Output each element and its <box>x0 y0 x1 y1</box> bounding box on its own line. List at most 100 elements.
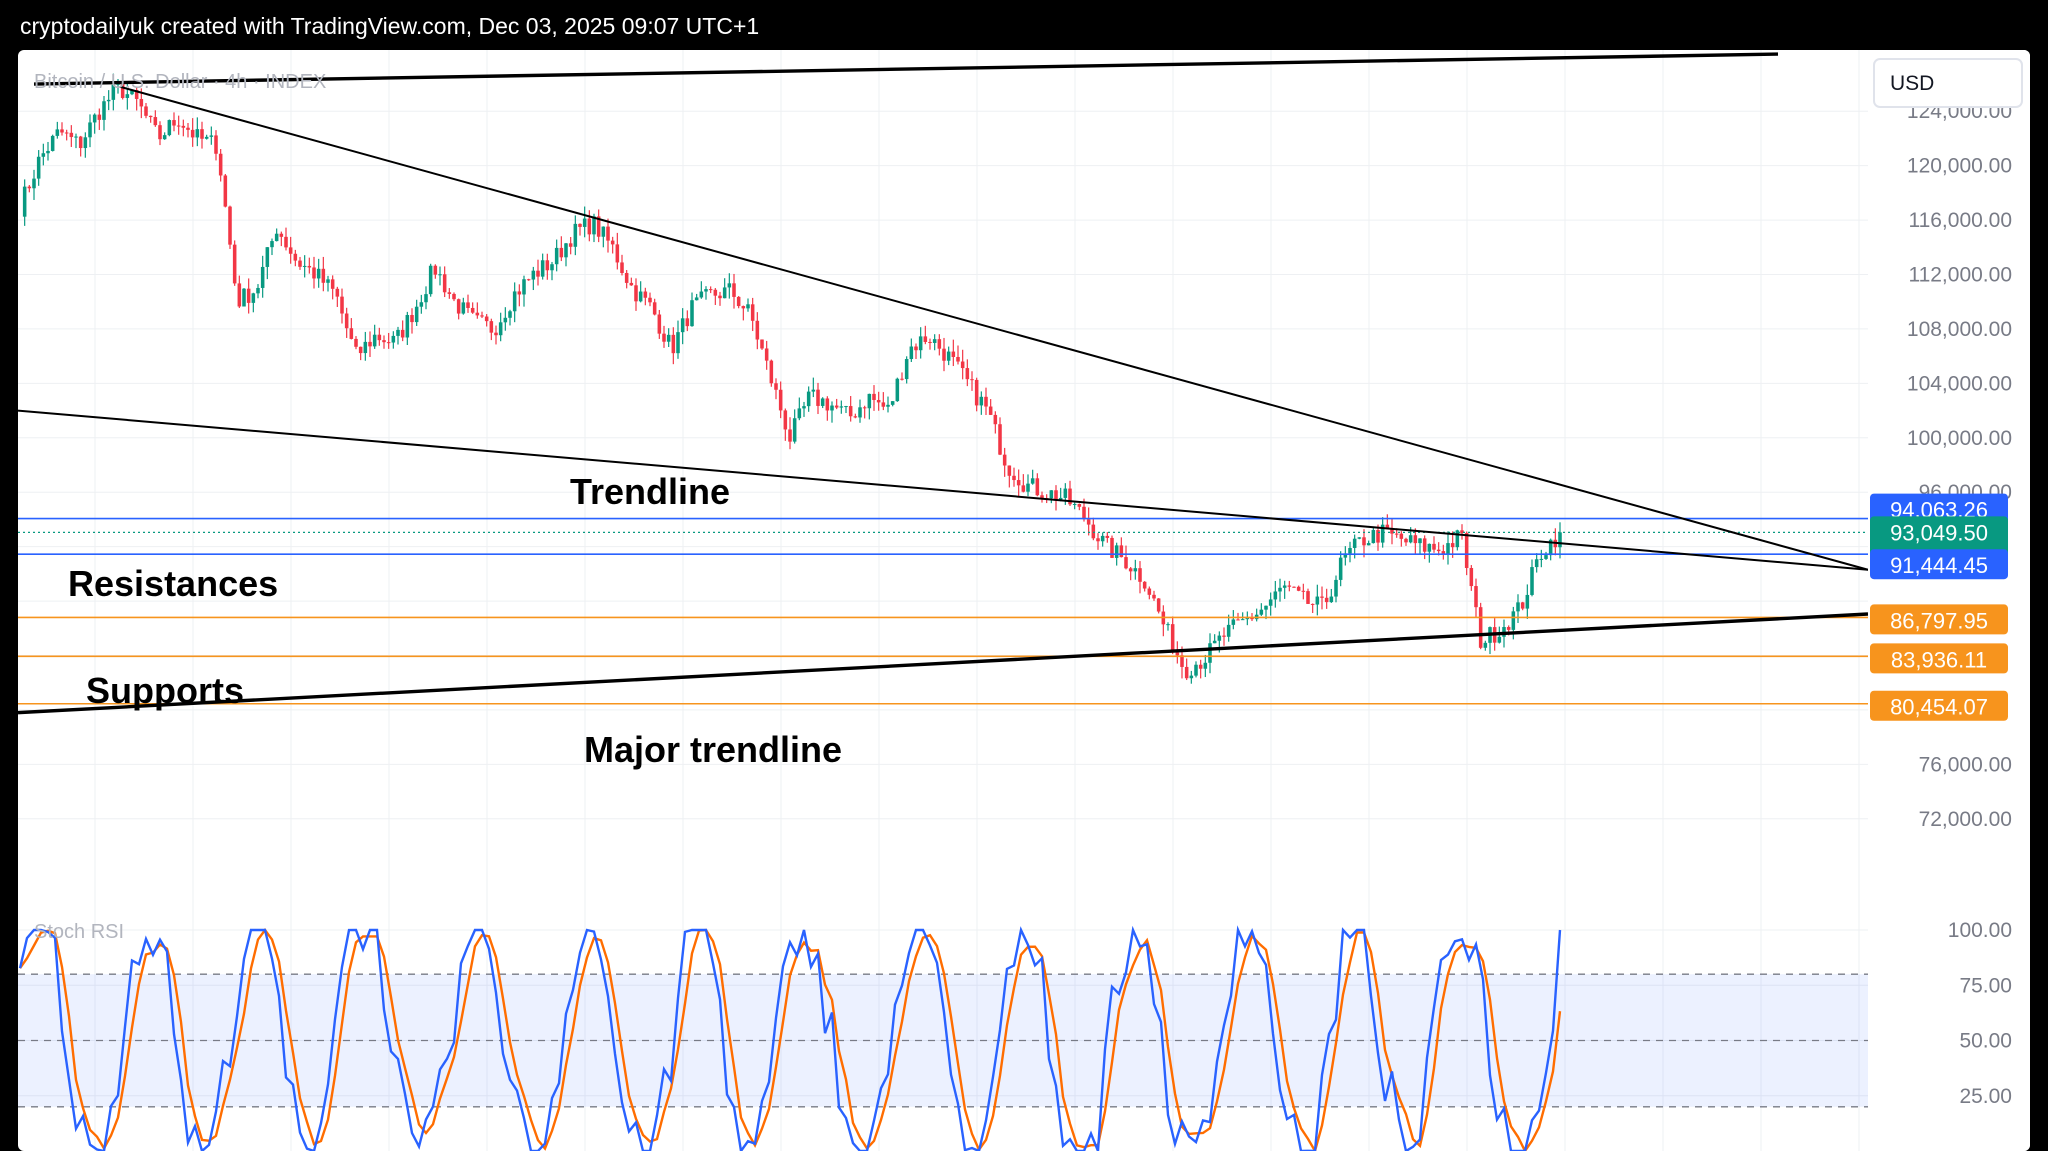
candle <box>368 331 372 357</box>
candle-body <box>970 379 974 381</box>
candle-body <box>699 291 704 298</box>
candle <box>1100 532 1105 547</box>
candle <box>928 338 932 350</box>
candle <box>232 240 237 286</box>
candle-body <box>279 233 284 237</box>
candle-body <box>139 98 144 107</box>
price-tick-label: 120,000.00 <box>1907 155 2012 178</box>
resistance-label-1-bg <box>1870 493 2008 524</box>
candle <box>186 122 190 138</box>
candle-body <box>176 125 181 127</box>
price-labels: 94,063.2693,049.5003:52:5991,444.4586,79… <box>1870 493 2008 721</box>
candle-body <box>1016 480 1021 486</box>
candle <box>932 334 937 351</box>
candle <box>1124 545 1128 570</box>
candle-body <box>1338 557 1343 580</box>
candle-body <box>391 335 396 343</box>
candle-body <box>1525 594 1530 609</box>
candle <box>825 396 830 421</box>
candle-body <box>1558 532 1562 548</box>
candle-body <box>1310 603 1315 605</box>
candle-body <box>1418 538 1422 544</box>
annotation-supports: Supports <box>86 670 244 711</box>
candle <box>904 356 909 384</box>
candle-body <box>1152 594 1156 599</box>
upper-channel-line <box>33 52 1779 86</box>
candle <box>820 397 825 409</box>
support-label-3-bg <box>1870 690 2008 721</box>
candle <box>1287 580 1292 592</box>
candle-body <box>1175 652 1180 656</box>
candle-body <box>704 289 708 292</box>
candle-body <box>195 129 200 138</box>
candle-body <box>1450 543 1455 548</box>
candle-body <box>1114 545 1119 558</box>
candle <box>438 266 442 286</box>
candle <box>554 239 559 272</box>
candle <box>372 324 377 349</box>
trend-lines <box>18 52 1869 715</box>
candle-body <box>750 304 755 321</box>
candle-body <box>662 333 666 342</box>
candle-body <box>853 416 858 418</box>
candle-body <box>1096 538 1100 542</box>
candle-body <box>358 346 363 354</box>
candle-body <box>228 206 232 245</box>
candle-body <box>923 336 928 342</box>
candle <box>354 336 358 350</box>
candle-body <box>1497 636 1502 643</box>
candle <box>46 141 50 161</box>
candle <box>806 386 811 412</box>
candle <box>391 331 396 349</box>
candle-body <box>1217 635 1222 641</box>
candle <box>1161 605 1166 637</box>
candle <box>769 359 774 387</box>
candle <box>349 318 354 340</box>
candle-body <box>727 283 732 288</box>
candle-body <box>1180 655 1184 667</box>
candle-body <box>708 289 713 291</box>
price-tick-label: 76,000.00 <box>1919 753 2012 776</box>
price-chart[interactable]: Bitcoin / U.S. Dollar · 4h · INDEX Stoch… <box>18 50 2030 1151</box>
candle <box>778 381 783 419</box>
candle <box>1021 474 1026 493</box>
candle <box>1282 580 1287 599</box>
candle <box>1156 598 1161 614</box>
candle <box>1544 551 1548 560</box>
chart-panel[interactable]: Bitcoin / U.S. Dollar · 4h · INDEX Stoch… <box>18 50 2030 1151</box>
candle <box>158 121 162 146</box>
candle <box>1474 578 1478 618</box>
candle <box>326 275 330 292</box>
candle <box>1128 567 1133 581</box>
candle <box>442 266 447 298</box>
candle-body <box>298 260 302 267</box>
currency-button[interactable]: USD <box>1873 58 2023 108</box>
candle <box>988 399 993 415</box>
candle <box>526 278 531 281</box>
candle-body <box>41 153 46 157</box>
candle-body <box>1264 605 1268 610</box>
trendline <box>18 409 1869 571</box>
candle-body <box>676 332 680 354</box>
candle <box>1035 473 1040 497</box>
candle <box>1086 507 1091 536</box>
candle-body <box>134 90 139 99</box>
candle <box>270 238 274 256</box>
candle <box>727 273 732 299</box>
candle-body <box>1170 624 1175 653</box>
candle <box>1016 469 1021 497</box>
candle-body <box>293 253 298 261</box>
candle <box>615 232 620 270</box>
candle <box>1072 502 1077 510</box>
candle <box>223 173 228 208</box>
candle <box>601 226 606 248</box>
candle <box>876 391 881 411</box>
candle-body <box>1105 535 1110 538</box>
candle-body <box>200 129 204 139</box>
candle-body <box>778 389 783 411</box>
price-axis-bg <box>1868 50 2030 1151</box>
candle-body <box>1086 519 1091 525</box>
candle <box>1212 634 1217 644</box>
candle-body <box>1273 591 1278 600</box>
candle <box>470 302 475 314</box>
